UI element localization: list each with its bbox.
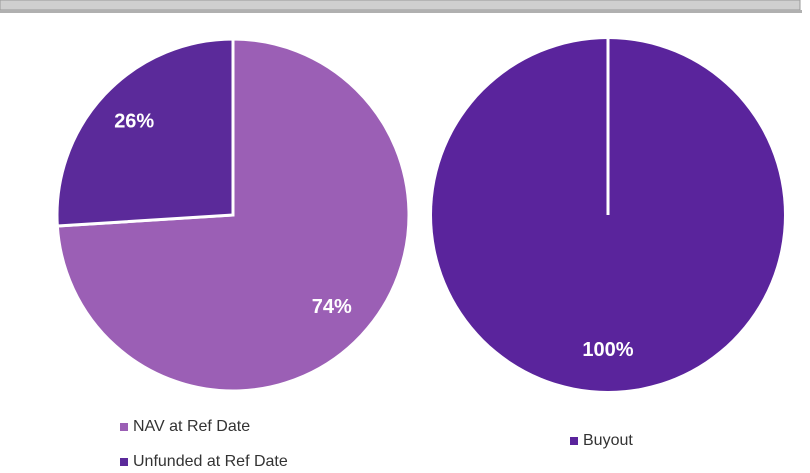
legend-label: NAV at Ref Date	[133, 418, 250, 435]
top-bar-shadow	[0, 10, 802, 13]
pie-slice	[55, 37, 235, 228]
legend-label: Unfunded at Ref Date	[133, 453, 288, 470]
value-label: 26%	[114, 111, 154, 133]
top-bar	[0, 0, 801, 11]
legend-swatch	[120, 458, 128, 466]
value-label: 100%	[582, 339, 633, 361]
legend-label: Buyout	[583, 432, 633, 449]
legend-swatch	[120, 423, 128, 431]
legend-swatch	[570, 437, 578, 445]
value-label: 74%	[312, 296, 352, 318]
